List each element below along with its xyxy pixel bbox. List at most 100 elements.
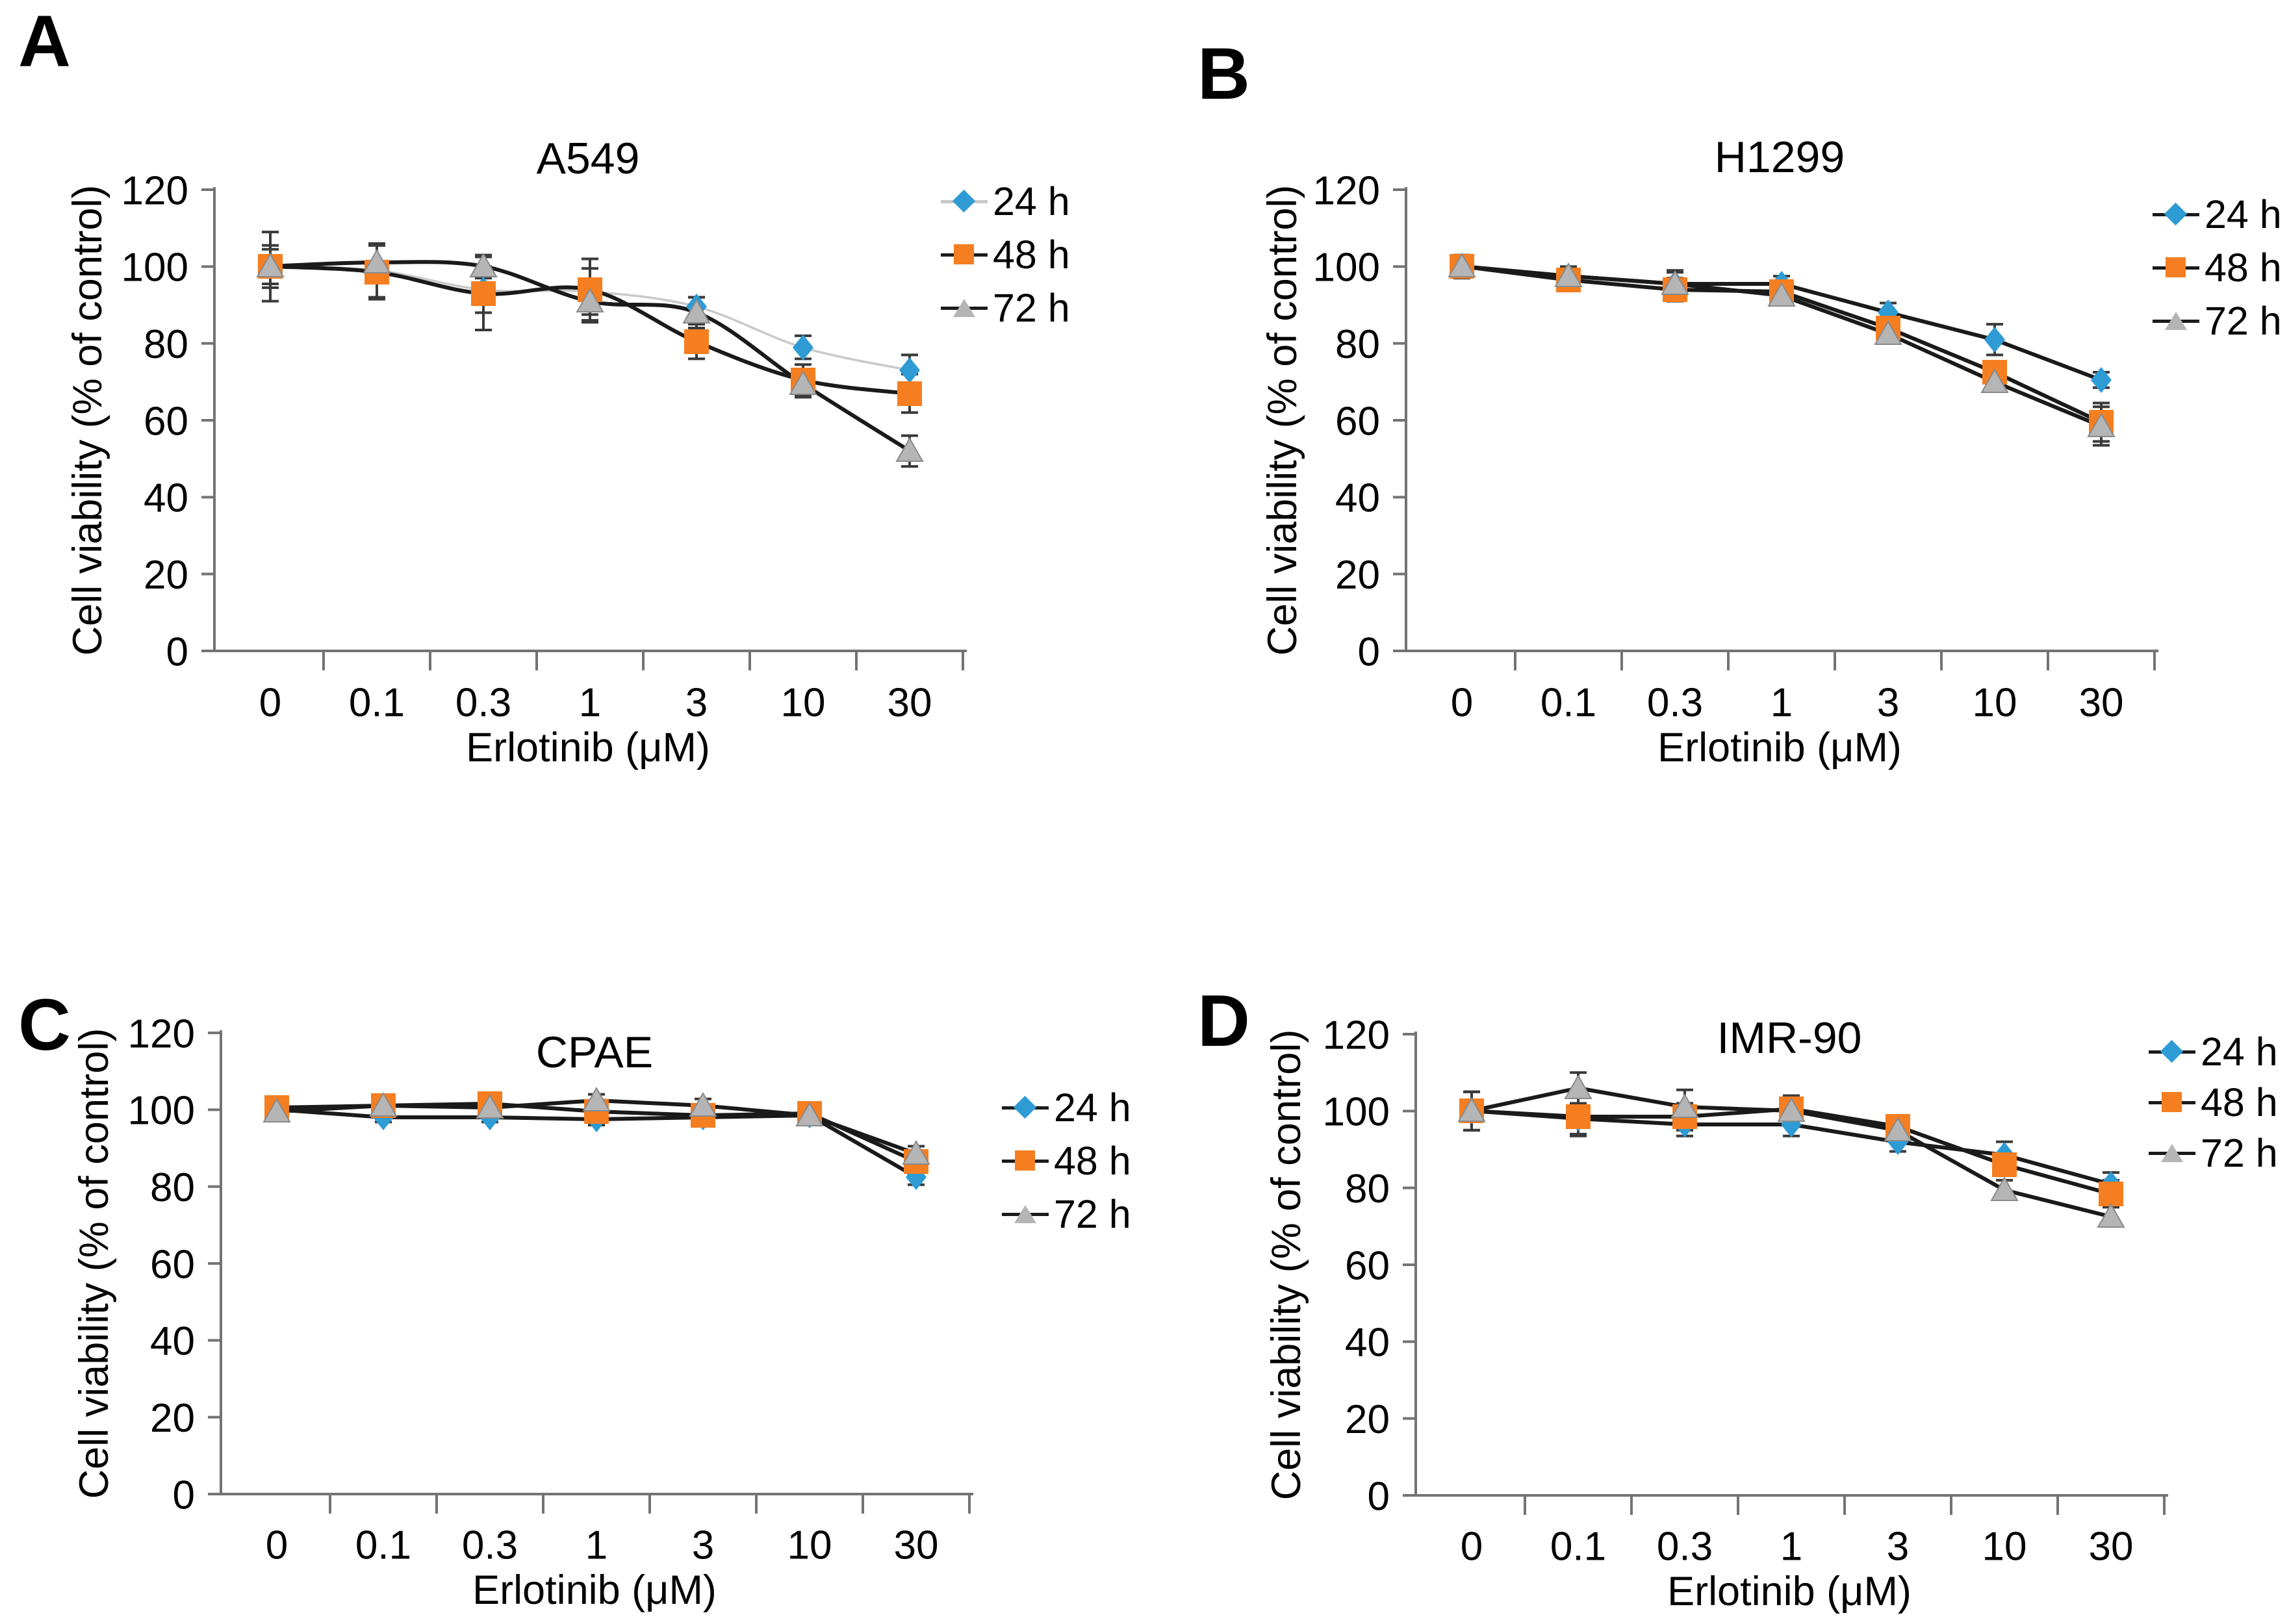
legend-item-24h: 24 h	[941, 179, 1070, 223]
x-axis-label: Erlotinib (μM)	[472, 1567, 717, 1613]
legend-item-48h: 48 h	[2153, 246, 2282, 290]
marker-72h	[582, 1086, 611, 1111]
legend-item-72h: 72 h	[2153, 299, 2282, 343]
x-tick-label: 10	[1973, 680, 2017, 725]
marker-72h	[1564, 1074, 1592, 1099]
y-tick-label: 100	[1323, 1090, 1390, 1135]
plot-area: 0 20 40 60 80 100 120 0 0.1 0.3 1 3 10 30	[1313, 168, 2158, 725]
x-tick-label: 30	[2089, 1524, 2134, 1569]
x-tick-label: 1	[579, 680, 601, 725]
marker-72h	[902, 1139, 930, 1165]
panel-letter: A	[18, 1, 72, 82]
marker-72h	[576, 287, 604, 312]
y-tick-label: 20	[1345, 1397, 1390, 1442]
legend-label: 72 h	[2201, 1131, 2278, 1175]
x-tick-label: 10	[781, 680, 826, 725]
y-tick-label: 40	[150, 1319, 195, 1364]
chart-title: IMR-90	[1717, 1013, 1862, 1063]
legend-item-24h: 24 h	[2153, 192, 2282, 236]
square-marker-icon	[1015, 1150, 1035, 1171]
x-tick-label: 0	[1461, 1524, 1483, 1569]
legend-key	[941, 180, 988, 223]
chart-title: CPAE	[535, 1028, 654, 1077]
marker-24h	[793, 335, 813, 361]
x-tick-label: 3	[1877, 680, 1899, 725]
plot-area: 0 20 40 60 80 100 120 0 0.1 0.3 1 3 10 30	[1323, 1013, 2168, 1569]
marker-72h	[369, 1091, 398, 1117]
x-tick-label: 10	[787, 1523, 832, 1567]
marker-48h	[684, 329, 709, 354]
triangle-marker-icon	[1014, 1205, 1036, 1223]
marker-48h	[897, 381, 922, 406]
legend-item-48h: 48 h	[941, 233, 1070, 277]
y-tick-label: 100	[128, 1089, 195, 1134]
marker-72h	[469, 252, 498, 277]
legend-key	[941, 233, 988, 276]
panel-letter: B	[1197, 33, 1251, 114]
triangle-marker-icon	[2165, 312, 2187, 330]
marker-24h	[2091, 367, 2112, 393]
marker-72h	[1980, 368, 2009, 393]
x-tick-label: 3	[685, 680, 708, 725]
legend-key	[2149, 1132, 2195, 1174]
x-axis-label: Erlotinib (μM)	[1657, 725, 1902, 770]
marker-72h	[795, 1101, 824, 1126]
marker-72h	[2097, 1202, 2125, 1228]
legend-key	[1002, 1139, 1049, 1182]
plot-area: 0 20 40 60 80 100 120 0 0.1 0.3 1 3 10 30	[128, 1011, 973, 1567]
marker-48h	[1566, 1104, 1591, 1129]
legend-key	[2153, 299, 2199, 342]
marker-24h	[1984, 327, 2005, 353]
panel-h1299: B H1299 Cell viability (% of control) Er…	[1144, 0, 2288, 812]
x-tick-label: 3	[1887, 1524, 1909, 1569]
legend-item-72h: 72 h	[941, 286, 1070, 330]
marker-72h	[1767, 281, 1796, 307]
x-tick-label: 0	[259, 680, 281, 725]
y-tick-label: 100	[121, 246, 188, 290]
legend-label: 24 h	[2201, 1030, 2278, 1074]
panel-imr90: D IMR-90 Cell viability (% of control) E…	[1144, 812, 2288, 1624]
legend-key	[2153, 193, 2199, 236]
y-tick-label: 40	[1335, 476, 1380, 521]
legend-label: 48 h	[2205, 246, 2282, 290]
y-tick-label: 0	[1368, 1474, 1390, 1519]
legend-label: 72 h	[993, 286, 1070, 330]
y-tick-label: 120	[1313, 168, 1380, 213]
x-tick-label: 0	[1451, 680, 1473, 725]
x-tick-label: 30	[888, 680, 932, 725]
x-tick-label: 0.1	[355, 1523, 411, 1567]
x-tick-label: 1	[1780, 1524, 1802, 1569]
marker-72h	[363, 248, 391, 273]
marker-72h	[682, 298, 711, 324]
marker-72h	[1670, 1093, 1699, 1118]
marker-72h	[1874, 320, 1902, 345]
legend-label: 48 h	[2201, 1080, 2278, 1124]
marker-48h	[1992, 1152, 2017, 1177]
x-tick-label: 0.1	[1541, 680, 1596, 725]
legend-key	[2149, 1081, 2195, 1124]
panel-a549: A A549 Cell viability (% of control) Erl…	[0, 0, 1144, 812]
legend-item-48h: 48 h	[2149, 1080, 2278, 1124]
marker-72h	[895, 437, 924, 462]
y-tick-label: 40	[144, 476, 188, 521]
x-tick-label: 0.3	[1647, 680, 1703, 725]
y-tick-label: 100	[1313, 246, 1380, 290]
y-tick-label: 0	[166, 629, 188, 674]
square-marker-icon	[954, 244, 974, 264]
x-tick-label: 1	[585, 1523, 607, 1567]
y-tick-label: 60	[150, 1242, 195, 1287]
legend-label: 72 h	[1054, 1192, 1131, 1236]
x-tick-label: 0.1	[1550, 1524, 1606, 1569]
y-tick-label: 40	[1345, 1321, 1390, 1365]
legend-label: 24 h	[993, 179, 1070, 223]
y-tick-label: 0	[173, 1473, 195, 1517]
legend-key	[2153, 246, 2199, 289]
triangle-marker-icon	[953, 299, 975, 317]
marker-48h	[2099, 1182, 2123, 1206]
plot-area: 0 20 40 60 80 100 120 0 0.1 0.3 1 3 10 30	[121, 168, 967, 725]
marker-72h	[789, 370, 817, 395]
marker-48h	[471, 281, 496, 306]
x-tick-label: 1	[1771, 680, 1793, 725]
chart-title: A549	[536, 134, 640, 183]
